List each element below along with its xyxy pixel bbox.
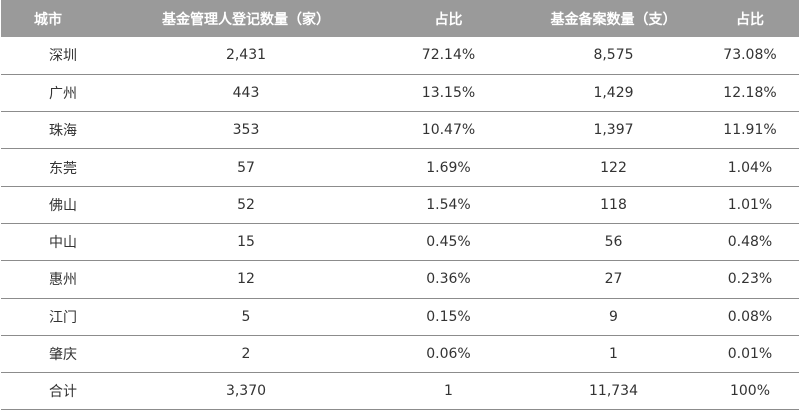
cell-city: 江门 (49, 309, 77, 326)
table-row: 肇庆 2 0.06% 1 0.01% (1, 335, 799, 373)
cell-city: 广州 (49, 85, 77, 102)
cell-manager-share: 0.06% (426, 346, 471, 363)
table-row: 惠州 12 0.36% 27 0.23% (1, 261, 799, 299)
cell-fund-share: 0.01% (727, 346, 773, 363)
cell-fund-count: 56 (604, 234, 623, 251)
cell-fund-count: 9 (609, 308, 618, 325)
cell-manager-count: 443 (232, 84, 260, 101)
cell-city: 肇庆 (49, 347, 77, 364)
cell-manager-share: 13.15% (421, 84, 476, 101)
table-row: 广州 443 13.15% 1,429 12.18% (1, 74, 799, 112)
cell-fund-count: 8,575 (593, 47, 634, 64)
cell-manager-count: 2,431 (225, 47, 267, 64)
header-fund-count: 基金备案数量（支） (550, 11, 677, 28)
cell-manager-share: 0.45% (426, 234, 471, 251)
cell-fund-share: 0.08% (727, 308, 773, 325)
table-row: 江门 5 0.15% 9 0.08% (1, 298, 799, 336)
cell-fund-share: 12.18% (723, 84, 777, 101)
cell-fund-share: 0.23% (727, 271, 773, 288)
cell-fund-count: 1,429 (593, 84, 634, 101)
cell-fund-share: 100% (729, 383, 771, 400)
cell-fund-share: 1.01% (727, 196, 773, 213)
header-manager-count: 基金管理人登记数量（家） (162, 11, 330, 28)
cell-manager-count: 52 (237, 196, 255, 213)
cell-fund-count: 118 (600, 196, 627, 213)
cell-city: 深圳 (49, 48, 77, 65)
cell-fund-count: 122 (600, 159, 627, 176)
cell-city: 佛山 (49, 197, 77, 214)
header-row: 城市 基金管理人登记数量（家） 占比 基金备案数量（支） 占比 (1, 0, 799, 37)
header-fund-share: 占比 (736, 11, 764, 28)
cell-manager-count: 15 (237, 234, 255, 251)
cell-manager-share: 1.54% (426, 196, 471, 213)
cell-fund-share: 1.04% (727, 159, 773, 176)
cell-fund-count: 27 (604, 271, 623, 288)
cell-city: 珠海 (49, 123, 77, 140)
cell-manager-share: 0.36% (426, 271, 471, 288)
header-city: 城市 (34, 11, 62, 28)
cell-manager-share: 0.15% (426, 308, 471, 325)
cell-manager-share: 1 (444, 383, 453, 400)
cell-manager-count: 5 (241, 308, 251, 325)
cell-fund-share: 73.08% (723, 47, 777, 64)
cell-manager-count: 57 (237, 159, 255, 176)
cell-fund-share: 0.48% (727, 234, 773, 251)
cell-manager-share: 72.14% (421, 47, 476, 64)
table-row: 中山 15 0.45% 56 0.48% (1, 223, 799, 261)
cell-fund-count: 1 (609, 346, 618, 363)
table-row: 珠海 353 10.47% 1,397 11.91% (1, 112, 799, 149)
cell-manager-count: 353 (232, 122, 260, 139)
table-header: 城市 基金管理人登记数量（家） 占比 基金备案数量（支） 占比 (1, 0, 799, 37)
header-manager-share: 占比 (434, 11, 463, 28)
cell-fund-count: 11,734 (589, 383, 638, 400)
cell-manager-share: 1.69% (426, 159, 471, 176)
table-row: 佛山 52 1.54% 118 1.01% (1, 186, 799, 224)
cell-city: 中山 (49, 235, 77, 252)
cell-city: 惠州 (49, 272, 77, 289)
table-row-total: 合计 3,370 1 11,734 100% (1, 373, 799, 410)
cell-city: 合计 (49, 384, 77, 401)
cell-city: 东莞 (49, 160, 77, 177)
cell-manager-share: 10.47% (421, 122, 476, 139)
table-body: 深圳 2,431 72.14% 8,575 73.08% 广州 443 13.1… (1, 37, 799, 410)
cell-manager-count: 3,370 (225, 383, 267, 400)
table-row: 深圳 2,431 72.14% 8,575 73.08% (1, 37, 799, 75)
cell-fund-count: 1,397 (593, 122, 634, 139)
table-row: 东莞 57 1.69% 122 1.04% (1, 149, 799, 187)
cell-manager-count: 2 (241, 346, 251, 363)
cell-fund-share: 11.91% (723, 122, 777, 139)
cell-manager-count: 12 (237, 271, 255, 288)
